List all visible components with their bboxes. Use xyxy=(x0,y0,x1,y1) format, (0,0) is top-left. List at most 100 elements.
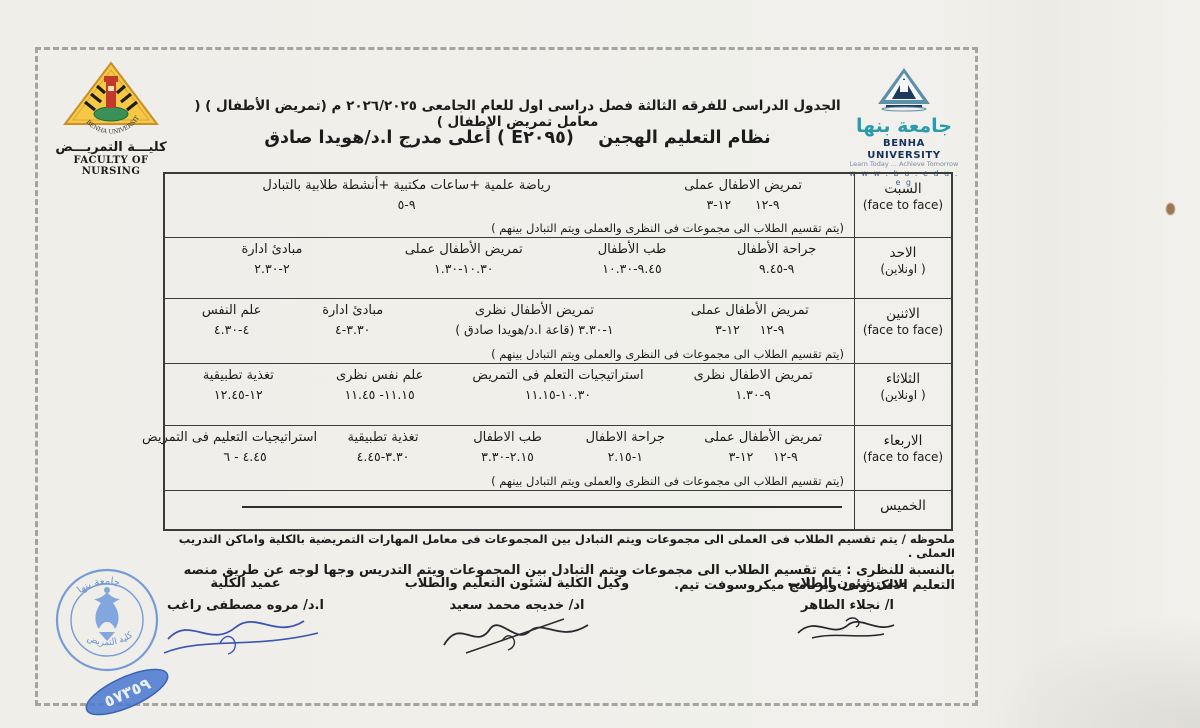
scan-spot xyxy=(1166,203,1175,215)
day-mode: (face to face) xyxy=(862,450,944,464)
subject-name: جراحة الاطفال xyxy=(585,430,665,445)
subject-name: تمريض الأطفال عملى xyxy=(690,303,809,318)
footer-note-practical: ملحوظه / يتم تقسيم الطلاب فى العملى الى … xyxy=(178,532,955,560)
subject: طب الأطفال ٩.٤٥-١٠.٣٠ xyxy=(555,242,710,276)
day-name: الاربعاء xyxy=(883,433,923,449)
day-mode: (اونلاين ) xyxy=(880,262,926,276)
subject-time: ٢-٢.٣٠ xyxy=(254,261,290,276)
schedule-row: السبت (face to face) تمريض الاطفال عملى ٩-١… xyxy=(165,174,951,238)
subject-time: ٢.١٥-٣.٣٠ xyxy=(481,449,534,464)
stamp-number-oval: ٥٧٣٥٩ xyxy=(85,668,169,716)
stamp-ring-top-text: جامعة بنها xyxy=(75,576,121,596)
row-content: تمريض الاطفال نظرى ٩-١.٣٠ استراتيجيات التع… xyxy=(165,364,854,425)
official-stamp: جامعة بنها كلية التمريض ٥٧٣٥٩ xyxy=(55,568,169,716)
subject-time: ١٠.٣٠-١١.١٥ xyxy=(524,387,592,402)
subject-time: ٤.٤٥ - ٦ xyxy=(223,449,267,464)
subject: استراتيجيات التعليم فى التمريض ٤.٤٥ - ٦ xyxy=(142,430,319,464)
day-name: الاحد xyxy=(889,245,917,261)
thursday-divider-line xyxy=(242,506,842,508)
subject-name: تغذية تطبيقية xyxy=(347,430,419,445)
subject-name: طب الاطفال xyxy=(473,430,542,445)
subject-name: تمريض الاطفال نظرى xyxy=(693,368,813,383)
subject-time: ١٢-١٢.٤٥ xyxy=(213,387,263,402)
signature-name: ا.د/ مروه مصطفى راغب xyxy=(167,598,324,613)
schedule-title-line2: نظام التعليم الهجين (E٢٠٩٥ ) أعلى مدرج ا… xyxy=(264,128,771,148)
subject-name: مبادئ ادارة xyxy=(322,303,384,318)
day-mode: (اونلاين ) xyxy=(880,388,926,402)
subject-name: استراتيجيات التعلم فى التمريض xyxy=(472,368,644,383)
day-cell: الخميس xyxy=(854,491,951,531)
faculty-name-english: FACULTY OF NURSING xyxy=(73,155,149,177)
subject-time: ١-٢.١٥ xyxy=(607,449,643,464)
signature-block-dean: عميد الكلية ا.د/ مروه مصطفى راغب xyxy=(148,576,343,661)
row-content: تمريض الأطفال عملى ٩-١٢ ١٢-٣ تمريض الأطفال… xyxy=(165,299,854,363)
subject: تغذية تطبيقية ١٢-١٢.٤٥ xyxy=(171,368,306,402)
subject-list: تمريض الأطفال عملى ٩-١٢ ١٢-٣ تمريض الأطفال… xyxy=(171,303,844,337)
row-content xyxy=(165,491,854,531)
day-cell: السبت (face to face) xyxy=(854,174,951,237)
benha-university-logo: جامعة بنها BENHA UNIVERSITY Learn Today … xyxy=(845,66,963,187)
row-content: تمريض الأطفال عملى ٩-١٢ ١٢-٣ جراحة الاطفال… xyxy=(142,426,854,490)
subject-time: ١-٣.٣٠ (قاعة ا.د/هويدا صادق ) xyxy=(455,322,614,337)
subject-time: ١١.١٥- ١١.٤٥ xyxy=(344,387,415,402)
row-note: (يتم تقسيم الطلاب الى مجموعات فى النظرى … xyxy=(491,221,844,235)
subject-name: تغذية تطبيقية xyxy=(202,368,274,383)
signature-title: مدير شئون الطلاب xyxy=(787,576,908,591)
day-cell: الاربعاء (face to face) xyxy=(854,426,951,490)
signature-name: ا/ نجلاء الطاهر xyxy=(800,598,894,613)
subject: جراحة الاطفال ١-٢.١٥ xyxy=(568,430,682,464)
signature-title: عميد الكلية xyxy=(210,576,281,591)
subject-name: مبادئ ادارة xyxy=(241,242,303,257)
faculty-name-arabic: كليـــة التمريـــض xyxy=(55,140,167,155)
row-note: (يتم تقسيم الطلاب الى مجموعات فى النظرى … xyxy=(491,347,844,361)
stamp-eagle-icon xyxy=(94,587,120,641)
subject-time: ١٠.٣٠-١.٣٠ xyxy=(434,261,494,276)
subject-name: تمريض الأطفال عملى xyxy=(404,242,523,257)
subject: استراتيجيات التعلم فى التمريض ١٠.٣٠-١١.١٥ xyxy=(454,368,663,402)
footer-note-theoretical: بالنسبة للنظرى : يتم تقسيم الطلاب الى مج… xyxy=(183,563,955,593)
subject-time: ٩-٥ xyxy=(397,197,416,212)
row-note: (يتم تقسيم الطلاب الى مجموعات فى النظرى … xyxy=(491,474,844,488)
subject-time: ٣.٣٠-٤ xyxy=(335,322,371,337)
subject: تمريض الاطفال عملى ٩-١٢ ١٢-٣ xyxy=(642,178,844,212)
subject: رياضة علمية +ساعات مكتبية +أنشطة طلابية … xyxy=(171,178,642,212)
subject-name: استراتيجيات التعليم فى التمريض xyxy=(142,430,318,445)
subject: تمريض الأطفال عملى ٩-١٢ ١٢-٣ xyxy=(682,430,844,464)
day-cell: الاثنين (face to face) xyxy=(854,299,951,363)
subject-list: تمريض الأطفال عملى ٩-١٢ ١٢-٣ جراحة الاطفال… xyxy=(142,430,844,464)
subject-time: ٩-١.٣٠ xyxy=(735,387,771,402)
schedule-row: الاربعاء (face to face) تمريض الأطفال عملى… xyxy=(142,426,951,491)
subject-time: ٩-١٢ ١٢-٣ xyxy=(728,449,798,464)
university-name-english: BENHA UNIVERSITY xyxy=(867,138,941,161)
subject: تغذية تطبيقية ٣.٣٠-٤.٤٥ xyxy=(319,430,447,464)
subject-name: تمريض الأطفال عملى xyxy=(704,430,823,445)
subject-name: تمريض الاطفال عملى xyxy=(684,178,802,193)
subject-time: ٩.٤٥-١٠.٣٠ xyxy=(602,261,662,276)
signature-block-vice-dean: وكيل الكلية لشئون التعليم والطلاب اد/ خد… xyxy=(383,576,651,659)
subject-time: ٣.٣٠-٤.٤٥ xyxy=(356,449,410,464)
signature-scribble-icon xyxy=(163,620,319,655)
subject: تمريض الأطفال نظرى ١-٣.٣٠ (قاعة ا.د/هويدا… xyxy=(413,303,655,337)
signature-title: وكيل الكلية لشئون التعليم والطلاب xyxy=(404,576,630,591)
day-mode: (face to face) xyxy=(862,198,944,212)
subject-name: جراحة الأطفال xyxy=(737,242,817,257)
row-content: جراحة الأطفال ٩-٩.٤٥ طب الأطفال ٩.٤٥-١٠.٣٠ ت… xyxy=(165,238,854,298)
day-cell: الاحد (اونلاين ) xyxy=(854,238,951,298)
university-tagline: Learn Today ... Achieve Tomorrow xyxy=(849,160,959,169)
subject-name: علم نفس نظرى xyxy=(335,368,424,383)
schedule-row: الخميس xyxy=(165,491,951,531)
schedule-table: السبت (face to face) تمريض الاطفال عملى ٩-١… xyxy=(142,172,953,531)
subject-time: ٩-٩.٤٥ xyxy=(759,261,795,276)
scan-corner-shadow xyxy=(960,598,1200,728)
subject: مبادئ ادارة ٣.٣٠-٤ xyxy=(292,303,413,337)
footer-notes: ملحوظه / يتم تقسيم الطلاب فى العملى الى … xyxy=(163,532,955,593)
subject-name: رياضة علمية +ساعات مكتبية +أنشطة طلابية … xyxy=(262,178,551,193)
subject: تمريض الاطفال نظرى ٩-١.٣٠ xyxy=(662,368,844,402)
signature-block-student-affairs: مدير شئون الطلاب ا/ نجلاء الطاهر xyxy=(745,576,950,649)
subject: تمريض الأطفال عملى ١٠.٣٠-١.٣٠ xyxy=(373,242,555,276)
schedule-title-line1: الجدول الدراسى للفرقه الثالثة فصل دراسى … xyxy=(194,98,841,130)
university-pyramid-icon xyxy=(878,68,930,112)
subject: تمريض الأطفال عملى ٩-١٢ ١٢-٣ xyxy=(656,303,844,337)
subject-time: ٩-١٢ ١٢-٣ xyxy=(706,197,780,212)
